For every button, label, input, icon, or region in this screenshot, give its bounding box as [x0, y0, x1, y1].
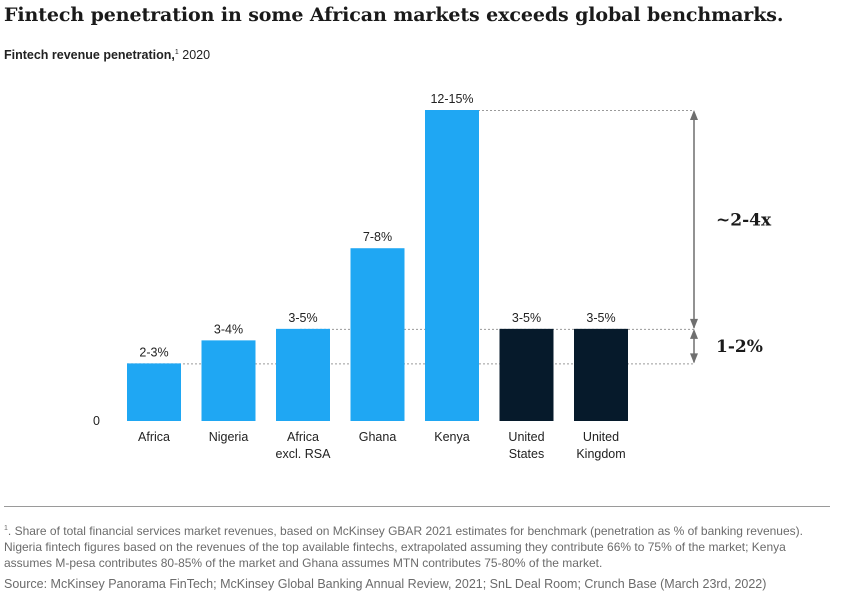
bar-value-label: 3-5%: [512, 311, 541, 325]
bar-chart: 2-3% Africa 3-4% Nigeria 3-5% Africa excl. RSA…: [93, 92, 772, 461]
bar-value-label: 2-3%: [139, 345, 168, 359]
annotation-arrow-head: [690, 353, 698, 364]
annotation-arrow-head: [690, 328, 698, 339]
x-tick-label: Ghana: [359, 430, 397, 444]
x-tick-label: Nigeria: [209, 430, 249, 444]
annotation-label: 1-2%: [716, 337, 763, 357]
subtitle-year: 2020: [182, 48, 211, 62]
y-zero-label: 0: [93, 414, 100, 428]
x-tick-label: Africa: [138, 430, 170, 444]
subtitle-footnote-marker: 1: [174, 48, 179, 56]
footer-divider: [4, 506, 830, 507]
bar: [425, 110, 479, 421]
x-tick-label: Kenya: [434, 430, 469, 444]
annotation-arrow-head: [690, 110, 698, 120]
annotation-arrow-head: [690, 318, 698, 329]
bar: [201, 340, 256, 421]
chart-subtitle: Fintech revenue penetration,1 2020: [4, 48, 210, 62]
bar-value-label: 7-8%: [363, 230, 392, 244]
footnote-text: Share of total financial services market…: [4, 524, 803, 570]
bar: [276, 328, 330, 421]
footnote: 1. Share of total financial services mar…: [4, 524, 803, 570]
bar: [350, 248, 405, 421]
x-tick-label: excl. RSA: [276, 447, 332, 461]
bar: [127, 363, 181, 421]
chart-title: Fintech penetration in some African mark…: [4, 4, 784, 26]
bar-value-label: 3-5%: [586, 311, 615, 325]
x-tick-label: United: [508, 430, 544, 444]
x-tick-label: United: [583, 430, 619, 444]
footnote-marker: 1: [4, 525, 8, 532]
bar: [499, 328, 554, 421]
bar-value-label: 3-4%: [214, 322, 243, 336]
bar: [574, 328, 628, 421]
source-note: Source: McKinsey Panorama FinTech; McKin…: [4, 577, 767, 591]
subtitle-label: Fintech revenue penetration,: [4, 48, 175, 62]
x-tick-label: Africa: [287, 430, 319, 444]
x-tick-label: Kingdom: [576, 447, 625, 461]
annotation-label: ~2-4x: [716, 210, 772, 230]
bar-value-label: 12-15%: [430, 92, 473, 106]
x-tick-label: States: [509, 447, 544, 461]
bar-value-label: 3-5%: [288, 311, 317, 325]
